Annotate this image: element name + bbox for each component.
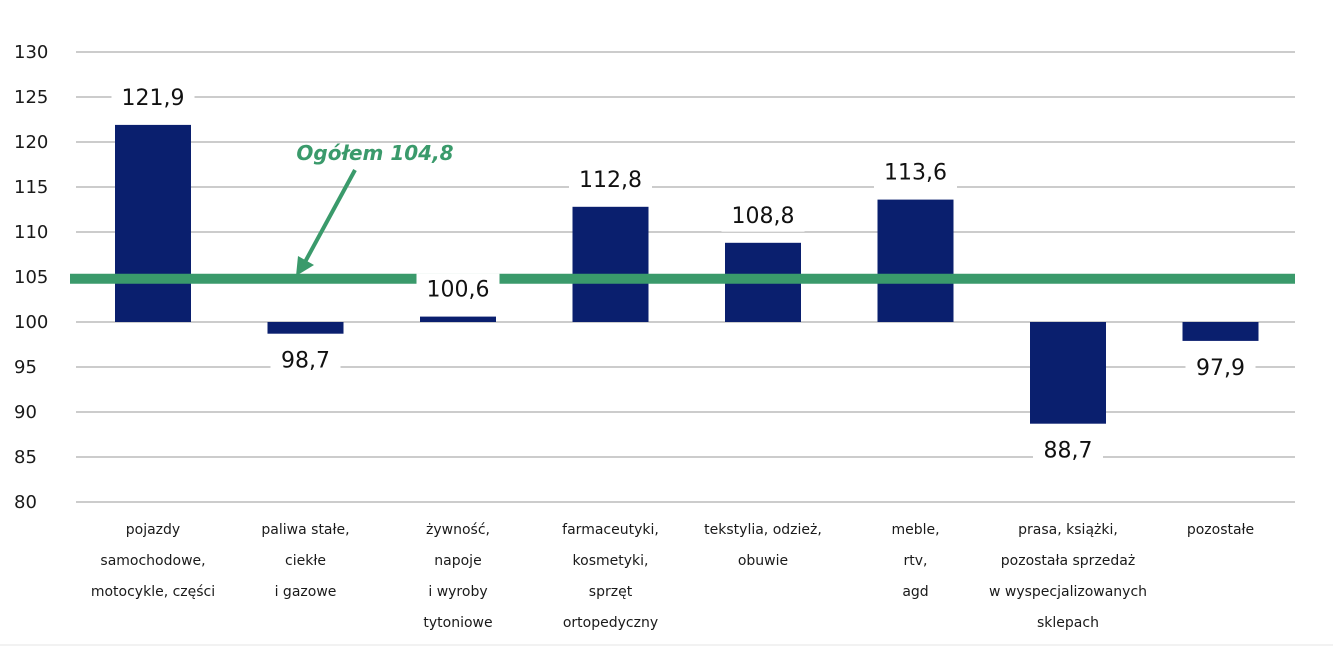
y-tick-label: 130: [14, 42, 48, 63]
category-label: paliwa stałe, ciekłe i gazowe: [261, 522, 349, 600]
y-tick-label: 105: [14, 267, 48, 288]
data-label: 112,8: [579, 168, 642, 193]
data-label-background: [270, 344, 341, 377]
data-label-background: [111, 81, 195, 114]
y-tick-label: 90: [14, 402, 37, 423]
data-label-background: [1185, 351, 1256, 384]
data-label: 97,9: [1196, 356, 1245, 381]
category-label: prasa, książki, pozostała sprzedaż w wyspe…: [989, 522, 1147, 631]
bar: [1182, 322, 1259, 341]
data-labels: 121,9 98,7 100,6 112,8 108,8 113,6 88,7 97,9: [111, 81, 1256, 467]
category-label: tekstylia, odzież, obuwie: [704, 522, 822, 569]
y-tick-label: 80: [14, 492, 37, 513]
category-labels: pojazdy samochodowe, motocykle, części pali…: [91, 522, 1254, 631]
data-label: 121,9: [122, 86, 185, 111]
data-label-background: [416, 273, 500, 306]
bar: [572, 206, 649, 322]
bar: [1030, 322, 1106, 424]
y-tick-label: 115: [14, 177, 48, 198]
category-label: meble, rtv, agd: [891, 522, 939, 600]
data-label: 108,8: [732, 204, 795, 229]
y-tick-label: 120: [14, 132, 48, 153]
data-label-background: [1033, 434, 1103, 467]
bar: [420, 316, 496, 322]
bar: [267, 322, 344, 334]
reference-arrow: [303, 169, 357, 263]
bars: [115, 124, 1259, 424]
bar: [115, 124, 191, 323]
category-label: pojazdy samochodowe, motocykle, części: [91, 522, 215, 600]
data-label-background: [569, 163, 652, 196]
data-label-background: [874, 156, 957, 189]
y-tick-label: 110: [14, 222, 48, 243]
data-label: 98,7: [281, 349, 330, 374]
bar: [877, 199, 954, 322]
y-tick-label: 85: [14, 447, 37, 468]
reference-label: Ogółem 104,8: [296, 141, 453, 165]
y-tick-label: 125: [14, 87, 48, 108]
reference-line-group: Ogółem 104,8: [70, 141, 1295, 284]
y-axis-ticks: 80 85 90 95 100 105 110 115 120 125 130: [14, 42, 48, 513]
data-label: 100,6: [427, 278, 490, 303]
category-label: pozostałe: [1187, 522, 1254, 538]
data-label: 113,6: [884, 161, 947, 186]
data-label-background: [721, 199, 805, 232]
category-label: żywność, napoje i wyroby tytoniowe: [423, 522, 492, 631]
category-label: farmaceutyki, kosmetyki, sprzęt ortopedyczn…: [562, 522, 659, 631]
y-tick-label: 95: [14, 357, 37, 378]
data-label: 88,7: [1044, 439, 1093, 464]
y-tick-label: 100: [14, 312, 48, 333]
reference-arrowhead: [296, 256, 314, 276]
